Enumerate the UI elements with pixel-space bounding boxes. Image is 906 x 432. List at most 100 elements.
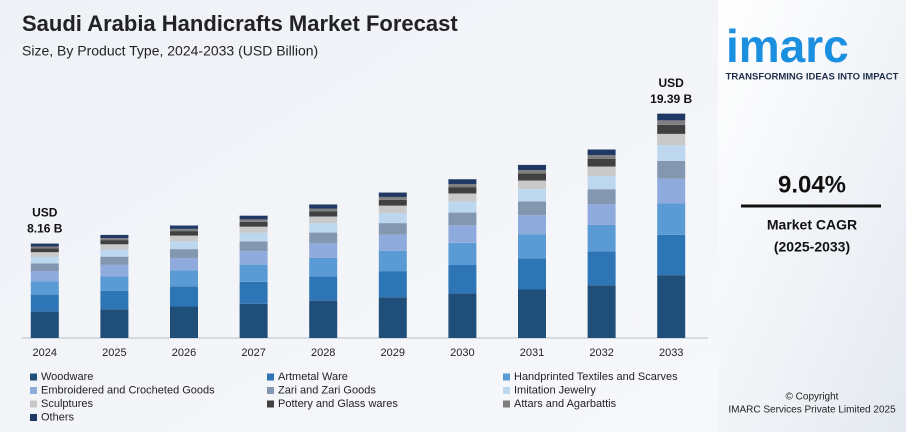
x-tick-label: 2027 xyxy=(241,347,265,359)
bar-segment xyxy=(239,241,268,252)
bar-segment xyxy=(30,246,59,249)
bar-segment xyxy=(657,160,686,179)
bar-segment xyxy=(30,281,59,295)
x-tick-label: 2024 xyxy=(33,347,57,359)
bar-segment xyxy=(448,193,477,202)
bar-segment xyxy=(587,155,616,159)
bar-segment xyxy=(657,203,686,235)
bar-segment xyxy=(309,300,338,338)
legend-label: Others xyxy=(41,411,75,423)
bar-segment xyxy=(239,264,268,282)
bar-segment xyxy=(239,221,268,227)
bar-segment xyxy=(170,225,198,229)
legend-swatch xyxy=(267,387,274,394)
bar-segment xyxy=(657,120,686,125)
company: IMARC Services Private Limited 2025 xyxy=(728,405,896,416)
bar-segment xyxy=(239,215,268,220)
bar-segment xyxy=(170,231,198,236)
legend-label: Handprinted Textiles and Scarves xyxy=(514,371,678,383)
legend-swatch xyxy=(30,414,37,421)
total-annotation: USD xyxy=(32,206,58,220)
bar-segment xyxy=(587,158,616,167)
bar-segment xyxy=(100,240,129,245)
bar-segment xyxy=(518,289,546,338)
bar-segment xyxy=(518,180,546,190)
legend-label: Zari and Zari Goods xyxy=(278,384,376,396)
bar-segment xyxy=(239,219,268,222)
legend-swatch xyxy=(30,400,37,408)
bar-segment xyxy=(657,145,686,161)
bar-segment xyxy=(448,212,477,226)
bar-segment xyxy=(448,187,477,194)
logo: imarc xyxy=(726,20,849,72)
cagr-period: (2025-2033) xyxy=(774,239,850,255)
bar-segment xyxy=(378,234,407,251)
x-tick-label: 2032 xyxy=(589,347,613,359)
bar-segment xyxy=(100,290,129,310)
bar-segment xyxy=(30,252,59,257)
legend-swatch xyxy=(30,373,37,381)
bar-segment xyxy=(518,164,546,171)
legend-label: Sculptures xyxy=(41,398,93,410)
bar-segment xyxy=(100,309,129,338)
bar-segment xyxy=(518,170,546,174)
cagr-value: 9.04% xyxy=(778,171,846,198)
bar-segment xyxy=(309,211,338,217)
legend-swatch xyxy=(30,387,37,394)
bar-segment xyxy=(378,199,407,206)
bar-segment xyxy=(170,286,198,307)
bar-segment xyxy=(378,223,407,235)
bar-segment xyxy=(309,232,338,244)
cagr-label: Market CAGR xyxy=(767,217,857,233)
bar-segment xyxy=(587,149,616,156)
total-annotation: 8.16 B xyxy=(27,222,63,236)
bar-segment xyxy=(657,133,686,146)
bar-segment xyxy=(378,297,407,338)
bar-segment xyxy=(448,225,477,243)
copyright: © Copyright xyxy=(786,392,839,403)
bar-segment xyxy=(100,249,129,257)
chart-subtitle: Size, By Product Type, 2024-2033 (USD Bi… xyxy=(22,43,318,59)
bar-segment xyxy=(587,204,616,225)
legend-label: Attars and Agarbattis xyxy=(514,398,617,410)
bar-segment xyxy=(309,243,338,258)
bar-segment xyxy=(30,271,59,282)
bar-segment xyxy=(587,285,616,338)
bar-segment xyxy=(239,226,268,233)
legend-label: Woodware xyxy=(41,371,93,383)
bar-segment xyxy=(378,192,407,197)
legend-label: Artmetal Ware xyxy=(278,371,348,383)
bar-segment xyxy=(378,205,407,213)
bar-segment xyxy=(448,179,477,184)
bar-segment xyxy=(657,275,686,338)
legend-swatch xyxy=(503,387,510,394)
bar-segment xyxy=(170,249,198,259)
bar-segment xyxy=(239,281,268,304)
bar-segment xyxy=(309,276,338,301)
bar-segment xyxy=(30,256,59,264)
bar-segment xyxy=(378,250,407,272)
bar-segment xyxy=(657,234,686,276)
bar-segment xyxy=(100,238,129,241)
bar-segment xyxy=(587,224,616,252)
bar-segment xyxy=(170,306,198,338)
bar-segment xyxy=(30,263,59,272)
bar-segment xyxy=(587,251,616,286)
bar-segment xyxy=(309,257,338,277)
bar-segment xyxy=(378,196,407,200)
bar-segment xyxy=(30,243,59,247)
x-tick-label: 2030 xyxy=(450,347,474,359)
bar-segment xyxy=(518,173,546,181)
bar-segment xyxy=(30,311,59,338)
x-tick-label: 2026 xyxy=(172,347,196,359)
x-tick-label: 2028 xyxy=(311,347,335,359)
bar-segment xyxy=(309,208,338,212)
bar-segment xyxy=(657,178,686,204)
legend-swatch xyxy=(503,373,510,381)
bar-segment xyxy=(100,256,129,265)
legend-label: Embroidered and Crocheted Goods xyxy=(41,384,215,396)
bar-segment xyxy=(518,189,546,202)
bar-segment xyxy=(239,303,268,338)
